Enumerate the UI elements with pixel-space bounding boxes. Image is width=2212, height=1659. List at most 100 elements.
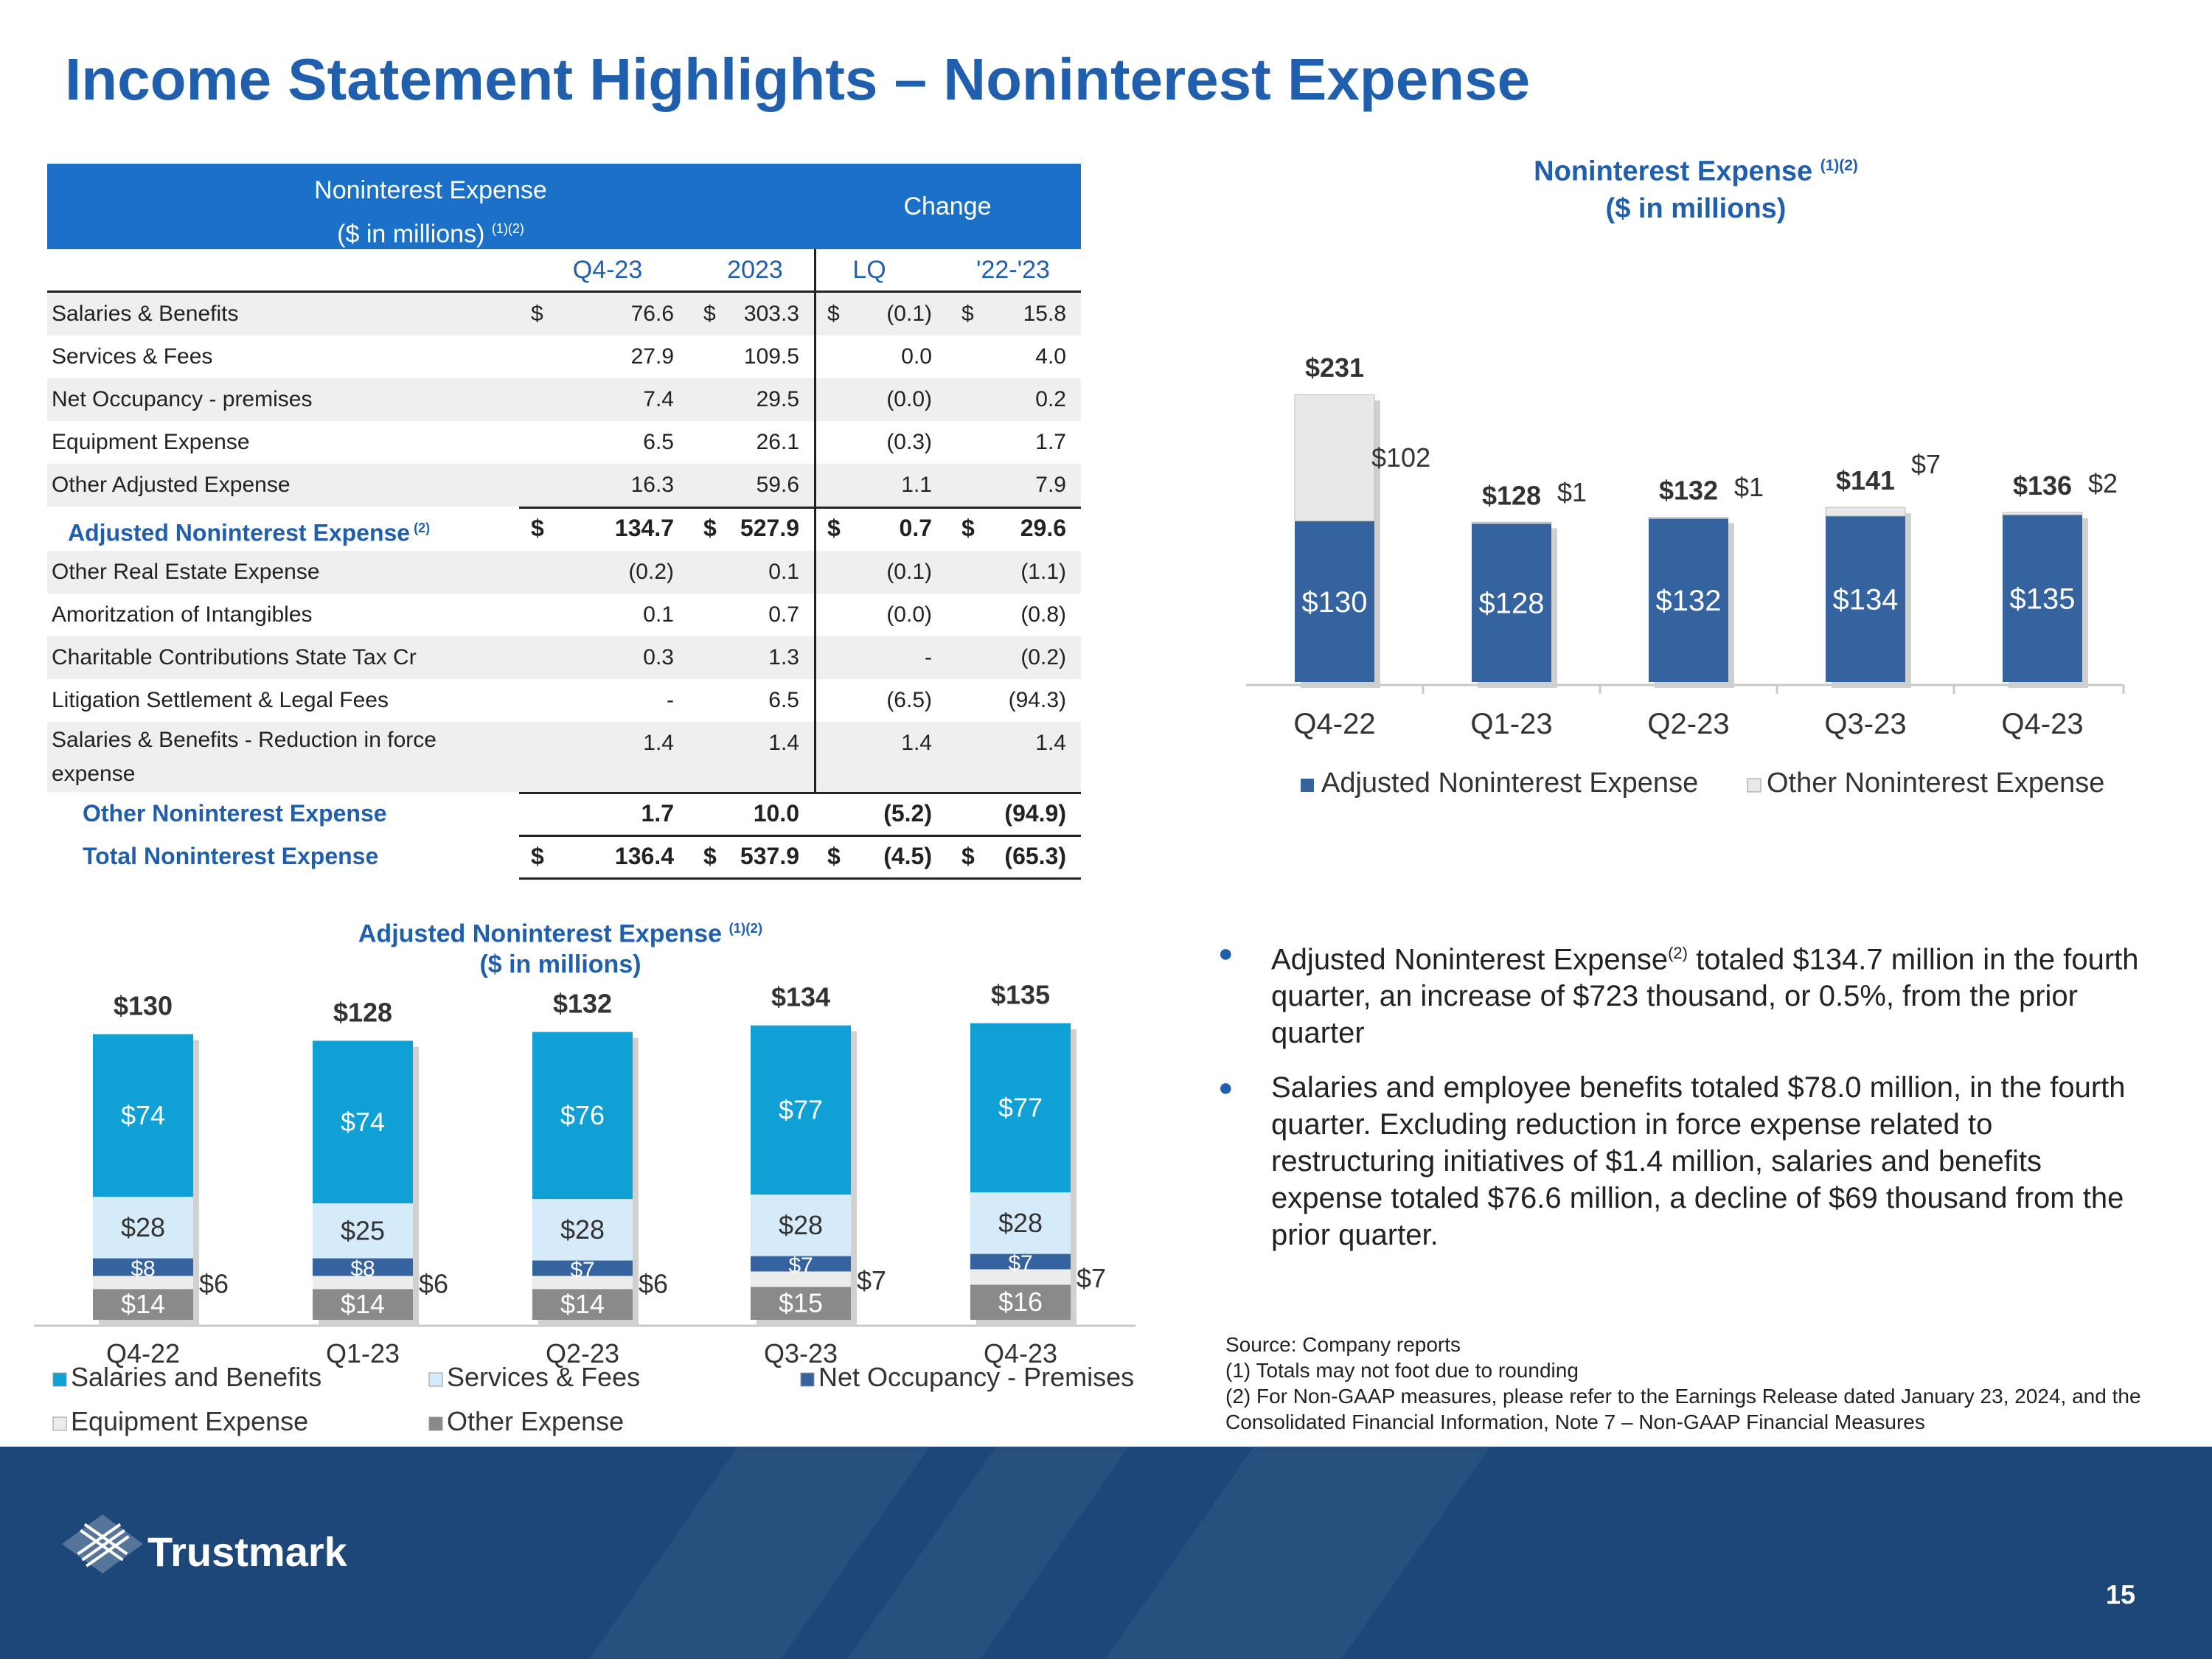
cell-2023: 0.1	[768, 560, 799, 584]
row-label-text: Other Noninterest Expense	[83, 800, 387, 827]
rule	[519, 835, 1081, 837]
legend-label: Salaries and Benefits	[71, 1362, 321, 1392]
cell-2023: 26.1	[756, 430, 799, 454]
chart1-title-line: Noninterest Expense (1)(2)	[1401, 147, 1991, 190]
cell-yy: 15.8	[1023, 302, 1066, 326]
chart1-subtitle: ($ in millions)	[1605, 192, 1787, 224]
cell-lq: 1.4	[901, 731, 932, 755]
chart2-title-line: Adjusted Noninterest Expense (1)(2)	[280, 913, 841, 949]
legend-swatch	[428, 1372, 443, 1387]
footnote-2: (2) For Non-GAAP measures, please refer …	[1225, 1385, 2141, 1433]
bar-adjusted	[1826, 515, 1905, 682]
row-label: Total Noninterest Expense	[83, 835, 378, 877]
cell-lq: (0.3)	[886, 430, 932, 454]
bar-other	[1471, 521, 1552, 524]
cell-yy: 0.2	[1035, 387, 1066, 411]
segment-value-label: $7	[1077, 1263, 1106, 1293]
bar-adjusted	[1295, 521, 1374, 682]
x-tick-label: Q2-23	[1647, 708, 1729, 740]
cell-2023: 537.9	[740, 843, 799, 869]
legend-swatch	[1747, 778, 1761, 793]
row-label-text: Other Real Estate Expense	[52, 560, 320, 584]
row-label-text: Other Adjusted Expense	[52, 473, 291, 497]
cell-q4-23: 6.5	[643, 430, 674, 454]
row-label-text: Equipment Expense	[52, 430, 250, 454]
table-row: Net Occupancy - premises 7.4 29.5 (0.0) 0.2	[47, 378, 1081, 421]
table-row: Adjusted Noninterest Expense (2) $134.7 $5…	[47, 507, 1081, 551]
chart2-subtitle: ($ in millions)	[479, 950, 641, 979]
bar-segment	[93, 1276, 193, 1290]
bar-adjusted	[1649, 518, 1728, 682]
bar-segment	[751, 1256, 851, 1272]
row-label-text: Litigation Settlement & Legal Fees	[52, 688, 389, 712]
bar-segment	[751, 1287, 851, 1320]
chart2-title-text: Adjusted Noninterest Expense	[358, 919, 722, 948]
other-value-label: $1	[1734, 472, 1764, 502]
bar-segment	[532, 1032, 633, 1200]
chart1-title-text: Noninterest Expense	[1534, 156, 1813, 187]
cell-2023: 109.5	[743, 344, 799, 369]
segment-value-label: $8	[350, 1256, 375, 1281]
segment-value-label: $14	[121, 1289, 165, 1319]
footnote-1: (1) Totals may not foot due to rounding	[1225, 1359, 1579, 1382]
x-tick-label: Q4-22	[1293, 708, 1375, 740]
cell-q4-23: 1.4	[643, 731, 674, 755]
bullet-item: ● Salaries and employee benefits totaled…	[1209, 1069, 2153, 1253]
cell-lq: (6.5)	[886, 688, 932, 712]
row-label-text: Services & Fees	[52, 344, 213, 369]
cell-q4-23: 1.7	[641, 800, 674, 827]
cell-2023: 59.6	[756, 473, 799, 497]
legend-swatch	[800, 1372, 815, 1387]
segment-value-label: $7	[788, 1253, 813, 1278]
segment-value-label: $25	[341, 1215, 385, 1245]
bar-total-label: $130	[114, 991, 173, 1021]
col-yy: '22-'23	[976, 256, 1050, 284]
cell-yy: (94.9)	[1004, 800, 1066, 827]
cell-lq: 1.1	[901, 473, 932, 497]
dollar-sign: $	[961, 302, 974, 326]
cell-yy: (0.2)	[1020, 645, 1066, 669]
cell-q4-23: -	[667, 688, 674, 712]
segment-value-label: $6	[639, 1268, 668, 1298]
cell-2023: 6.5	[768, 688, 799, 712]
legend-swatch	[52, 1416, 67, 1431]
legend-label: Services & Fees	[447, 1362, 640, 1392]
segment-value-label: $77	[998, 1092, 1043, 1122]
page-title: Income Statement Highlights – Noninteres…	[65, 46, 1531, 112]
header-line-2: ($ in millions) (1)(2)	[47, 209, 814, 253]
table-row: Litigation Settlement & Legal Fees - 6.5 (6…	[47, 679, 1081, 722]
column-headers: Q4-23 2023 LQ '22-'23	[47, 249, 1081, 293]
bar-segment	[532, 1276, 633, 1290]
row-label: Other Noninterest Expense	[83, 792, 387, 835]
bar-total-label: $128	[333, 998, 392, 1028]
dollar-sign: $	[961, 515, 975, 541]
bar-total-label: $134	[771, 982, 830, 1012]
cell-yy: (94.3)	[1008, 688, 1066, 712]
bullet-sup: (2)	[1668, 944, 1688, 962]
cell-2023: 0.7	[768, 602, 799, 627]
cell-yy: (0.8)	[1020, 602, 1066, 627]
cell-lq: -	[925, 645, 932, 669]
cell-lq: (0.0)	[886, 602, 932, 627]
chart2-title-sup: (1)(2)	[728, 920, 763, 936]
bar-segment	[970, 1269, 1071, 1285]
header-units: ($ in millions)	[337, 220, 485, 248]
bullet-text: Salaries and employee benefits totaled $…	[1271, 1071, 2126, 1252]
cell-lq: 0.0	[901, 344, 932, 369]
bar-segment	[313, 1276, 413, 1290]
row-label-line: expense	[52, 762, 136, 786]
cell-yy: (65.3)	[1004, 843, 1066, 869]
cell-q4-23: 134.7	[614, 515, 674, 541]
trustmark-logo-icon	[62, 1514, 143, 1573]
cell-2023: 10.0	[753, 800, 799, 827]
table-header-title: Noninterest Expense ($ in millions) (1)(…	[47, 171, 814, 253]
row-label-sup: (2)	[410, 521, 431, 535]
brand-name: Trustmark	[147, 1528, 347, 1575]
bar-other	[1825, 507, 1906, 517]
bullet-dot-icon: ●	[1218, 939, 1234, 967]
legend-label: Equipment Expense	[71, 1406, 308, 1436]
table-row: Salaries & Benefits - Reduction in force…	[47, 722, 1081, 792]
row-label: Salaries & Benefits	[52, 293, 238, 335]
bar-other	[2002, 512, 2083, 515]
chart2-title: Adjusted Noninterest Expense (1)(2) ($ i…	[280, 913, 841, 980]
